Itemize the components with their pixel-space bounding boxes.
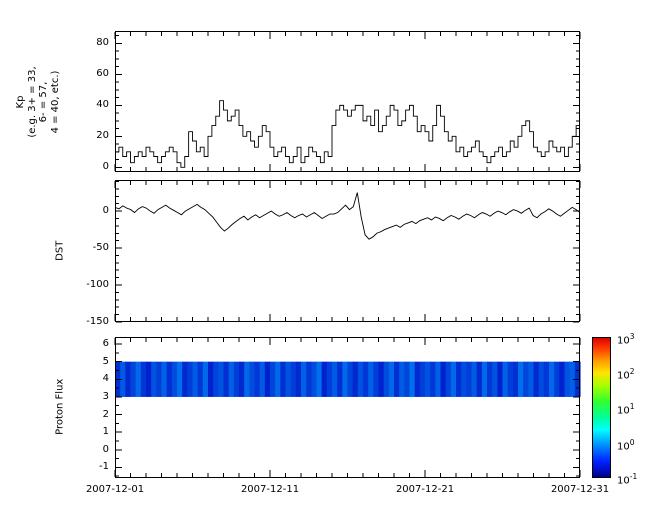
y-tick-label: 40 <box>96 99 109 111</box>
dst-series-line <box>114 192 581 240</box>
axes-frame <box>115 337 580 478</box>
kp-series-line <box>115 100 580 168</box>
y-tick-label: 0 <box>102 443 109 455</box>
axes-frame <box>115 180 580 322</box>
panel-proton <box>114 337 581 478</box>
y-tick-label: 80 <box>96 37 109 49</box>
y-tick-label: -150 <box>86 316 109 327</box>
y-tick-label: -1 <box>99 461 109 473</box>
colorbar-tick-label: 102 <box>617 367 635 382</box>
kp-axis-label-line: 6- = 57, <box>38 81 49 123</box>
colorbar <box>592 337 611 478</box>
y-tick-label: 5 <box>102 355 109 367</box>
panel-kp <box>114 31 581 172</box>
panel-dst <box>114 180 581 323</box>
tick-marks <box>114 180 581 323</box>
x-tick-label: 2007-12-11 <box>240 484 300 495</box>
y-tick-label: 0 <box>102 205 109 217</box>
tick-marks <box>114 32 581 171</box>
colorbar-tick-label: 101 <box>617 402 635 417</box>
colorbar-tick-label: 10-1 <box>617 472 638 487</box>
y-tick-label: 20 <box>96 130 109 142</box>
axes-frame <box>115 31 580 172</box>
x-tick-label: 2007-12-01 <box>85 484 145 495</box>
proton-flux-band <box>115 361 581 397</box>
y-tick-label: 60 <box>96 68 109 80</box>
y-tick-label: 6 <box>102 338 109 350</box>
y-tick-label: 0 <box>102 161 109 173</box>
kp-axis-label-line: Kp <box>15 95 26 109</box>
kp-axis-label: Kp (e.g. 3+ = 33, 6- = 57, 4 = 40, etc.) <box>15 27 61 177</box>
colorbar-tick-label: 100 <box>617 438 635 453</box>
y-tick-label: 4 <box>102 373 109 385</box>
colorbar-tick-label: 103 <box>617 332 635 347</box>
tick-marks <box>114 338 581 477</box>
proton-axis-label: Proton Flux <box>54 378 66 435</box>
y-tick-label: -100 <box>86 279 109 291</box>
kp-axis-label-line: (e.g. 3+ = 33, <box>26 66 38 138</box>
y-tick-label: 3 <box>102 390 109 402</box>
y-tick-label: 1 <box>102 426 109 438</box>
kp-axis-label-line: 4 = 40, etc.) <box>49 70 61 134</box>
x-tick-label: 2007-12-31 <box>550 484 610 495</box>
y-tick-label: 2 <box>102 408 109 420</box>
dst-axis-label: DST <box>54 240 66 261</box>
y-tick-label: -50 <box>92 242 109 254</box>
x-tick-label: 2007-12-21 <box>395 484 455 495</box>
